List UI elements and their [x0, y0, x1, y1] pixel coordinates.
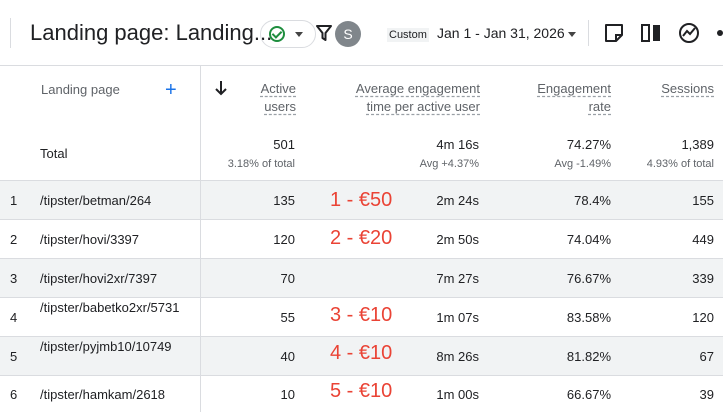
engagement-rate-value: 83.58%	[566, 310, 611, 325]
active-users-value: 70	[280, 271, 295, 286]
chevron-down-icon[interactable]	[568, 32, 576, 37]
total-sessions-share: 4.93% of total	[646, 158, 714, 170]
avg-engagement-value: 8m 26s	[436, 349, 479, 364]
total-active-users: 501	[273, 137, 295, 152]
annotation-note: 4 - €10	[330, 342, 393, 364]
sessions-value: 449	[692, 232, 714, 247]
total-avg-engagement: 4m 16s	[436, 137, 479, 152]
active-users-value: 135	[273, 193, 295, 208]
sessions-value: 39	[699, 387, 714, 402]
total-engagement-rate: 74.27%	[566, 137, 611, 152]
row-index: 6	[10, 387, 18, 402]
total-engagement-rate-delta: Avg -1.49%	[554, 158, 611, 170]
annotation-note: 2 - €20	[330, 227, 393, 249]
row-index: 4	[10, 310, 18, 325]
landing-page-link[interactable]: /tipster/babetko2xr/5731	[40, 300, 180, 315]
table-row[interactable]: 4 /tipster/babetko2xr/5731 55 3 - €10 1m…	[0, 297, 723, 336]
sessions-value: 155	[692, 193, 714, 208]
sessions-value: 120	[692, 310, 714, 325]
filter-icon[interactable]	[316, 24, 332, 42]
column-divider	[200, 66, 201, 412]
chevron-down-icon	[295, 31, 303, 37]
active-users-value: 40	[280, 349, 295, 364]
engagement-rate-value: 74.04%	[566, 232, 611, 247]
totals-label: Total	[40, 146, 68, 161]
date-range-picker[interactable]: Jan 1 - Jan 31, 2026	[437, 25, 565, 41]
total-sessions: 1,389	[681, 137, 714, 152]
add-dimension-button[interactable]: +	[165, 79, 177, 101]
report-header: Landing page: Landing... S Custom Jan 1 …	[0, 0, 723, 66]
table-row[interactable]: 2 /tipster/hovi/3397 120 2 - €20 2m 50s …	[0, 219, 723, 258]
column-header-sessions[interactable]: Sessions	[661, 81, 714, 96]
row-index: 5	[10, 349, 18, 364]
share-icon[interactable]	[715, 22, 723, 44]
landing-page-link[interactable]: /tipster/hamkam/2618	[40, 387, 166, 402]
check-circle-icon	[269, 26, 285, 42]
engagement-rate-value: 81.82%	[566, 349, 611, 364]
active-users-value: 10	[280, 387, 295, 402]
sessions-value: 339	[692, 271, 714, 286]
table-row[interactable]: 6 /tipster/hamkam/2618 10 5 - €10 1m 00s…	[0, 375, 723, 412]
engagement-rate-value: 78.4%	[574, 193, 611, 208]
avg-engagement-value: 1m 07s	[436, 310, 479, 325]
note-icon[interactable]	[603, 22, 625, 44]
landing-page-link[interactable]: /tipster/pyjmb10/10749	[40, 339, 172, 354]
column-header-engagement-rate[interactable]: Engagement rate	[537, 81, 611, 114]
table-row[interactable]: 3 /tipster/hovi2xr/7397 70 7m 27s 76.67%…	[0, 258, 723, 297]
column-header-active-users[interactable]: Active users	[260, 81, 296, 114]
column-header-avg-engagement[interactable]: Average engagement time per active user	[355, 81, 480, 114]
avatar[interactable]: S	[335, 21, 361, 47]
annotation-note: 1 - €50	[330, 189, 393, 211]
insights-icon[interactable]	[678, 22, 700, 44]
status-dropdown[interactable]	[260, 20, 316, 48]
compare-icon[interactable]	[640, 22, 662, 44]
landing-page-link[interactable]: /tipster/hovi2xr/7397	[40, 271, 158, 286]
date-preset-label: Custom	[387, 28, 429, 42]
landing-page-link[interactable]: /tipster/hovi/3397	[40, 232, 140, 247]
annotation-note: 5 - €10	[330, 380, 393, 402]
avg-engagement-value: 2m 24s	[436, 193, 479, 208]
avg-engagement-value: 2m 50s	[436, 232, 479, 247]
total-avg-engagement-delta: Avg +4.37%	[419, 158, 479, 170]
sessions-value: 67	[699, 349, 714, 364]
row-index: 2	[10, 232, 18, 247]
active-users-value: 55	[280, 310, 295, 325]
active-users-value: 120	[273, 232, 295, 247]
sort-down-icon[interactable]	[214, 80, 228, 96]
row-index: 3	[10, 271, 18, 286]
engagement-rate-value: 76.67%	[566, 271, 611, 286]
landing-page-link[interactable]: /tipster/betman/264	[40, 193, 152, 208]
table-row[interactable]: 1 /tipster/betman/264 135 1 - €50 2m 24s…	[0, 180, 723, 219]
annotation-note: 3 - €10	[330, 304, 393, 326]
row-index: 1	[10, 193, 18, 208]
table-row[interactable]: 5 /tipster/pyjmb10/10749 40 4 - €10 8m 2…	[0, 336, 723, 375]
header-divider	[10, 18, 11, 48]
total-active-users-share: 3.18% of total	[227, 158, 295, 170]
page-title: Landing page: Landing...	[30, 20, 273, 45]
header-divider	[588, 20, 589, 46]
avg-engagement-value: 7m 27s	[436, 271, 479, 286]
avg-engagement-value: 1m 00s	[436, 387, 479, 402]
engagement-rate-value: 66.67%	[566, 387, 611, 402]
column-header-landing-page[interactable]: Landing page	[41, 82, 120, 97]
